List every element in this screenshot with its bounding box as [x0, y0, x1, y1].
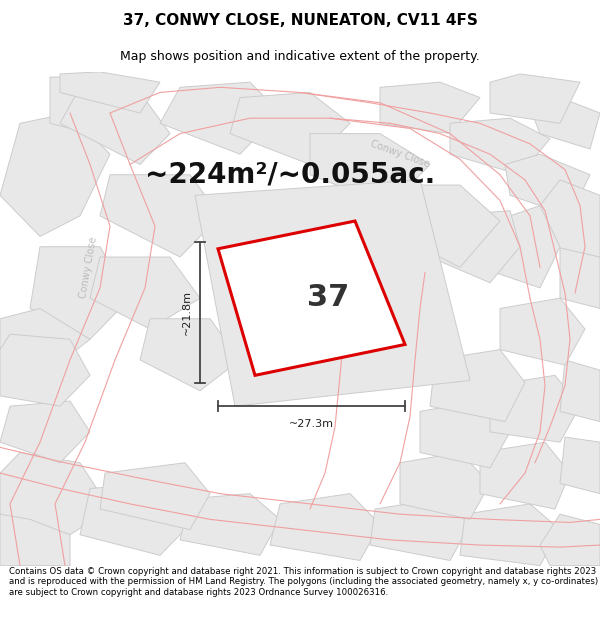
Polygon shape — [218, 221, 405, 376]
Text: 37, CONWY CLOSE, NUNEATON, CV11 4FS: 37, CONWY CLOSE, NUNEATON, CV11 4FS — [122, 12, 478, 28]
Polygon shape — [490, 74, 580, 123]
Polygon shape — [540, 514, 600, 566]
Polygon shape — [480, 442, 570, 509]
Polygon shape — [195, 180, 470, 406]
Polygon shape — [505, 154, 590, 216]
Polygon shape — [380, 185, 500, 268]
Polygon shape — [420, 401, 510, 468]
Polygon shape — [0, 401, 90, 462]
Polygon shape — [490, 376, 580, 442]
Polygon shape — [140, 319, 240, 391]
Polygon shape — [540, 180, 600, 257]
Polygon shape — [0, 113, 110, 236]
Polygon shape — [80, 483, 190, 556]
Polygon shape — [560, 247, 600, 309]
Text: Conwy Close: Conwy Close — [77, 236, 98, 299]
Polygon shape — [480, 206, 560, 288]
Text: 37: 37 — [307, 283, 349, 312]
Polygon shape — [500, 298, 585, 365]
Text: ~27.3m: ~27.3m — [289, 419, 334, 429]
Polygon shape — [30, 247, 130, 339]
Polygon shape — [160, 82, 280, 154]
Text: ~21.8m: ~21.8m — [182, 289, 192, 334]
Polygon shape — [230, 92, 350, 164]
Polygon shape — [310, 134, 430, 206]
Polygon shape — [430, 349, 525, 422]
Text: ~224m²/~0.055ac.: ~224m²/~0.055ac. — [145, 161, 435, 189]
Polygon shape — [430, 211, 520, 282]
Polygon shape — [400, 452, 490, 519]
Polygon shape — [0, 334, 90, 406]
Polygon shape — [90, 257, 200, 329]
Polygon shape — [50, 77, 120, 134]
Polygon shape — [380, 82, 480, 134]
Polygon shape — [0, 452, 110, 535]
Polygon shape — [100, 175, 220, 257]
Polygon shape — [370, 499, 470, 561]
Polygon shape — [460, 504, 560, 566]
Polygon shape — [60, 72, 160, 113]
Polygon shape — [560, 360, 600, 422]
Polygon shape — [0, 309, 90, 370]
Polygon shape — [100, 462, 210, 529]
Text: Conwy Close: Conwy Close — [369, 139, 431, 169]
Polygon shape — [0, 514, 70, 566]
Polygon shape — [60, 88, 170, 164]
Polygon shape — [530, 98, 600, 149]
Text: Contains OS data © Crown copyright and database right 2021. This information is : Contains OS data © Crown copyright and d… — [9, 567, 598, 597]
Polygon shape — [270, 494, 380, 561]
Polygon shape — [180, 494, 280, 556]
Polygon shape — [560, 437, 600, 494]
Polygon shape — [450, 118, 550, 175]
Text: Map shows position and indicative extent of the property.: Map shows position and indicative extent… — [120, 49, 480, 62]
